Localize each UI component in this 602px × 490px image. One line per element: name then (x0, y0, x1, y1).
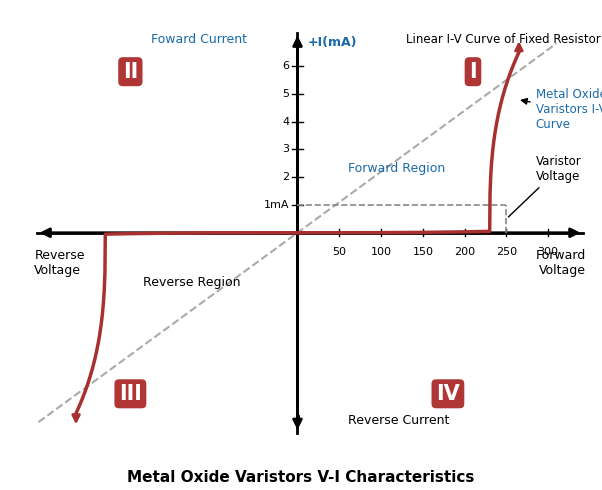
Text: 150: 150 (412, 246, 433, 257)
Text: 3: 3 (282, 145, 289, 154)
Text: Forward
Voltage: Forward Voltage (536, 249, 586, 277)
Text: 4: 4 (282, 117, 289, 127)
Text: III: III (119, 384, 142, 404)
Text: 300: 300 (538, 246, 559, 257)
Text: 250: 250 (496, 246, 517, 257)
Text: -I: -I (293, 414, 302, 427)
Text: 1mA: 1mA (264, 200, 289, 210)
Text: 50: 50 (332, 246, 346, 257)
Text: +I(mA): +I(mA) (308, 36, 357, 49)
Text: 5: 5 (282, 89, 289, 99)
Text: I: I (469, 62, 477, 82)
Text: 100: 100 (371, 246, 391, 257)
Text: Reverse Current: Reverse Current (347, 414, 449, 427)
Text: 200: 200 (454, 246, 475, 257)
Text: Reverse
Voltage: Reverse Voltage (34, 249, 85, 277)
Text: Varistor
Voltage: Varistor Voltage (509, 155, 582, 217)
Text: Forward Region: Forward Region (347, 162, 445, 175)
Text: IV: IV (436, 384, 460, 404)
Text: II: II (123, 62, 138, 82)
Text: 6: 6 (282, 61, 289, 71)
Text: Metal Oxide Varistors V-I Characteristics: Metal Oxide Varistors V-I Characteristic… (127, 470, 475, 485)
Text: 2: 2 (282, 172, 289, 182)
Text: Metal Oxide
Varistors I-V
Curve: Metal Oxide Varistors I-V Curve (521, 88, 602, 131)
Text: Reverse Region: Reverse Region (143, 276, 240, 289)
Text: Foward Current: Foward Current (151, 33, 247, 46)
Text: Linear I-V Curve of Fixed Resistor: Linear I-V Curve of Fixed Resistor (406, 33, 601, 46)
